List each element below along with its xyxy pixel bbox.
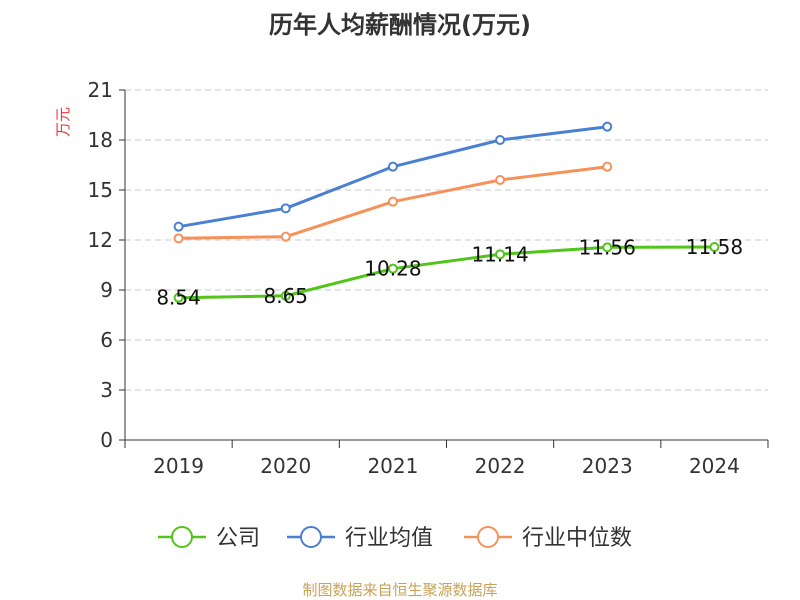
legend-swatch-marker [171,526,193,548]
data-point [602,161,613,172]
legend-item-1[interactable]: 行业均值 [287,526,433,551]
x-tick-label: 2023 [582,454,633,478]
data-point [495,175,506,185]
data-label: 11.58 [686,235,743,259]
series-line-1 [178,125,608,229]
data-label: 10.28 [364,257,421,281]
x-tick-label: 2021 [367,454,418,478]
y-tick-label: 15 [88,178,113,202]
series [173,121,720,303]
y-tick-label: 21 [88,78,113,102]
data-point [280,203,291,214]
data-point [387,263,398,274]
data-point [495,135,506,145]
legend: 公司 行业均值 行业中位数 [158,526,632,551]
data-point [280,231,291,242]
y-tick-label: 6 [100,328,113,352]
data-point [387,161,398,172]
data-point [387,196,398,207]
y-tick-label: 12 [88,228,113,252]
legend-label: 公司 [216,526,260,551]
x-tick-label: 2024 [689,454,740,478]
legend-item-2[interactable]: 行业中位数 [464,526,632,551]
data-point [173,233,184,244]
legend-label: 行业均值 [345,526,433,551]
x-tick-label: 2022 [475,454,526,478]
data-label: 11.14 [471,242,528,266]
data-point [173,221,184,232]
data-point [602,242,613,253]
y-tick-label: 18 [88,128,113,152]
data-labels: 8.54 8.65 10.28 11.14 11.56 11.58 [156,235,743,310]
series-line-0 [178,245,715,300]
chart-title: 历年人均薪酬情况(万元) [269,11,531,39]
y-axis-label: 万元 [54,107,72,137]
legend-item-0[interactable]: 公司 [158,526,260,551]
data-point [280,290,291,301]
x-tick-label: 2020 [260,454,311,478]
data-label: 8.65 [263,284,308,308]
data-label: 11.56 [579,235,636,259]
y-tick-label: 9 [100,278,113,302]
data-point [602,121,613,132]
legend-swatch-marker [477,526,499,548]
y-tick-label: 0 [100,428,113,452]
source-note: 制图数据来自恒生聚源数据库 [302,581,497,599]
data-point [173,292,184,303]
y-tick-label: 3 [100,378,113,402]
x-tick-label: 2019 [153,454,204,478]
data-point [709,242,720,252]
axes: 0 3 6 9 12 15 18 21 2019 2020 2021 2022 2023 2024 [88,78,769,478]
data-point [495,249,506,260]
data-label: 8.54 [156,286,201,310]
grid-lines [125,89,768,391]
legend-label: 行业中位数 [522,526,632,551]
legend-swatch-marker [300,526,322,548]
